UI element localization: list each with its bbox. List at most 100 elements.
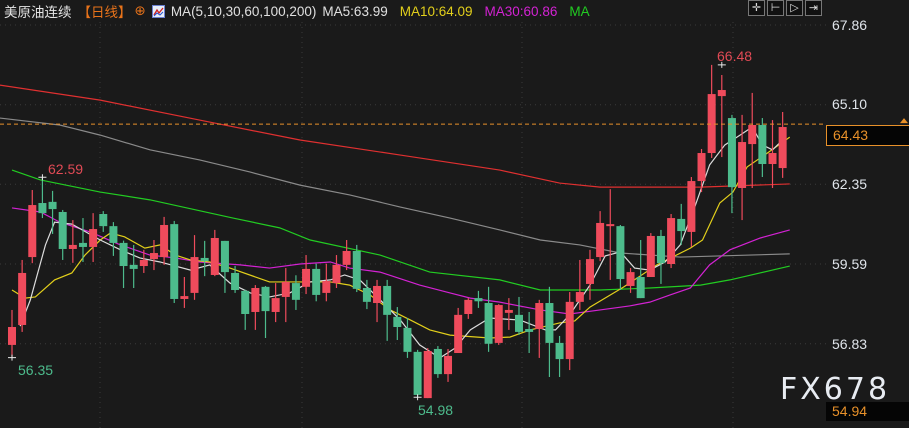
high-label: 66.48 — [717, 48, 753, 64]
extreme-marker — [413, 394, 422, 401]
candle-down — [413, 351, 422, 395]
candle-up — [464, 299, 473, 314]
candle-down — [170, 224, 179, 299]
left-high-label: 62.59 — [48, 161, 84, 177]
price-tick: 56.83 — [832, 336, 868, 352]
candle-up — [575, 292, 584, 302]
candle-up — [251, 287, 260, 312]
candle-down — [129, 264, 138, 269]
candle-down — [38, 203, 47, 214]
extreme-marker — [38, 174, 47, 181]
candle-down — [727, 118, 736, 188]
candle-down — [261, 286, 270, 312]
candle-down — [677, 218, 686, 232]
candle-up — [302, 268, 311, 287]
ma30-value: MA30:60.86 — [484, 3, 558, 19]
candle-down — [656, 235, 665, 264]
candle-up — [18, 272, 27, 325]
low-label: 54.98 — [418, 402, 454, 418]
candle-up — [697, 153, 706, 182]
candle-down — [525, 329, 534, 332]
indicator-name[interactable]: MA(5,10,30,60,100,200) — [170, 3, 317, 19]
add-icon[interactable]: ⊕ — [134, 3, 146, 18]
ma5-value: MA5:63.99 — [322, 3, 388, 19]
period-label[interactable]: 【日线】 — [77, 5, 132, 20]
candle-down — [616, 226, 625, 280]
candle-up — [322, 281, 331, 293]
candle-up — [768, 153, 777, 165]
candle-down — [78, 242, 87, 247]
candle-down — [99, 214, 108, 227]
candle-up — [139, 259, 148, 267]
crosshair-icon[interactable]: ✛ — [748, 0, 765, 16]
candle-up — [454, 314, 463, 354]
candle-up — [342, 250, 351, 265]
candle-up — [748, 124, 757, 145]
candle-down — [312, 268, 321, 295]
candle-down — [291, 283, 300, 300]
current-price-label: 64.43 — [826, 125, 909, 146]
candle-down — [393, 316, 402, 328]
price-tick: 62.35 — [832, 176, 868, 192]
candle-up — [646, 235, 655, 278]
candle-down — [352, 250, 361, 289]
candle-down — [109, 226, 118, 243]
candle-down — [515, 314, 523, 332]
move-right-icon[interactable]: ⇥ — [805, 0, 822, 16]
price-tick: 59.59 — [832, 256, 868, 272]
candle-up — [626, 272, 635, 286]
price-tick: 67.86 — [832, 17, 868, 33]
candle-up — [332, 264, 341, 284]
candle-up — [565, 301, 574, 360]
ma-line-ma30 — [11, 207, 790, 315]
ma-line-ma60 — [11, 169, 790, 291]
candle-down — [636, 277, 645, 299]
candle-up — [281, 281, 290, 297]
price-tick: 65.10 — [832, 96, 868, 112]
chart-header: 美原油连续 【日线】 ⊕ MA(5,10,30,60,100,200) MA5:… — [4, 2, 596, 20]
candle-down — [484, 303, 493, 344]
candle-up — [8, 327, 16, 345]
candle-down — [220, 240, 229, 273]
candle-down — [555, 342, 564, 360]
candle-down — [200, 257, 209, 262]
candle-up — [28, 205, 37, 258]
bottom-price-label: 54.94 — [826, 402, 909, 421]
candle-up — [585, 259, 594, 284]
candle-down — [383, 285, 392, 315]
candle-down — [48, 201, 57, 210]
candle-up — [596, 222, 605, 258]
candle-up — [606, 224, 615, 227]
candle-down — [241, 290, 250, 314]
candle-up — [444, 355, 453, 375]
candle-up — [667, 218, 676, 265]
candle-down — [362, 287, 371, 302]
candle-up — [707, 94, 716, 154]
play-icon[interactable]: ▷ — [786, 0, 803, 16]
candle-down — [545, 303, 554, 343]
candle-down — [403, 327, 412, 352]
candle-up — [210, 237, 219, 275]
candle-up — [423, 350, 432, 399]
candle-up — [504, 309, 513, 313]
candle-up — [738, 142, 747, 188]
zoom-start-icon[interactable]: ⊢ — [767, 0, 784, 16]
candle-up — [160, 224, 169, 258]
candle-up — [717, 90, 726, 97]
candle-up — [687, 181, 696, 232]
instrument-name[interactable]: 美原油连续 — [4, 5, 72, 20]
candle-down — [58, 211, 67, 249]
candle-up — [180, 296, 189, 299]
extreme-marker — [717, 61, 726, 68]
candle-down — [119, 242, 128, 267]
candle-up — [149, 253, 158, 260]
candle-up — [535, 303, 544, 330]
left-low-label: 56.35 — [18, 362, 54, 378]
indicator-chart-icon[interactable] — [151, 4, 165, 18]
ma10-value: MA10:64.09 — [399, 3, 473, 19]
candle-up — [89, 229, 98, 247]
candle-down — [433, 348, 442, 375]
ma60-value-truncated: MA — [569, 3, 590, 19]
candle-up — [271, 298, 280, 312]
